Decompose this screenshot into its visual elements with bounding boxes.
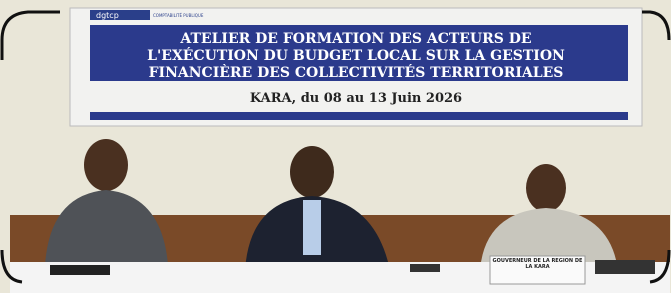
laptop (595, 260, 655, 274)
head (290, 146, 334, 198)
logo-subtitle: COMPTABILITÉ PUBLIQUE (153, 13, 204, 18)
name-card: GOUVERNEUR DE LA RÉGION DE LA KARA (492, 258, 583, 270)
name-card-box: GOUVERNEUR DE LA RÉGION DE LA KARA (492, 258, 583, 282)
banner: dgtcp COMPTABILITÉ PUBLIQUE ATELIER DE F… (70, 8, 642, 126)
bottom-band (90, 112, 628, 120)
date: KARA, du 08 au 13 Juin 2026 (250, 91, 462, 106)
shirt (303, 200, 321, 255)
title-line: ATELIER DE FORMATION DES ACTEURS DE (179, 31, 531, 47)
head (526, 164, 566, 212)
phone (410, 264, 440, 272)
logo: dgtcp (96, 11, 119, 20)
title-line: FINANCIÈRE DES COLLECTIVITÉS TERRITORIAL… (149, 63, 564, 81)
title-line: L'EXÉCUTION DU BUDGET LOCAL SUR LA GESTI… (147, 46, 565, 64)
head (84, 139, 128, 191)
photo: dgtcp COMPTABILITÉ PUBLIQUE ATELIER DE F… (0, 0, 671, 293)
folder (50, 265, 110, 275)
